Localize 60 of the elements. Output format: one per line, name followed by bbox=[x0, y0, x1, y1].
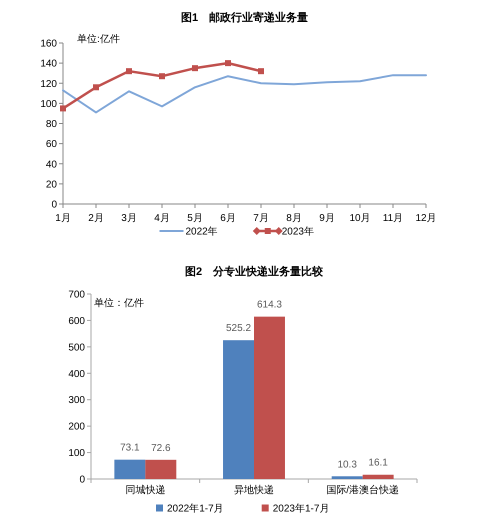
x-tick-label: 12月 bbox=[415, 213, 437, 224]
y-tick-label: 200 bbox=[68, 422, 86, 433]
data-label: 73.1 bbox=[120, 442, 140, 454]
x-tick-label: 3月 bbox=[121, 213, 137, 224]
x-tick-label: 同城快递 bbox=[125, 484, 166, 496]
bar bbox=[114, 460, 146, 479]
y-tick-label: 40 bbox=[46, 159, 58, 170]
y-tick-label: 0 bbox=[79, 474, 86, 486]
point bbox=[225, 60, 231, 66]
data-label: 525.2 bbox=[226, 323, 252, 334]
y-tick-label: 20 bbox=[46, 179, 58, 190]
bar bbox=[145, 460, 176, 479]
bar bbox=[332, 476, 363, 479]
x-tick-label: 1月 bbox=[55, 213, 71, 224]
y-tick-label: 160 bbox=[40, 38, 58, 50]
y-tick-label: 0 bbox=[51, 200, 58, 210]
y-tick-label: 140 bbox=[40, 58, 58, 70]
point bbox=[258, 68, 264, 74]
legend-label: 2023年1-7月 bbox=[272, 502, 330, 514]
x-tick-label: 8月 bbox=[286, 213, 302, 224]
x-tick-label: 5月 bbox=[187, 213, 203, 224]
bar bbox=[254, 316, 285, 479]
x-tick-label: 4月 bbox=[154, 213, 170, 224]
y-tick-label: 300 bbox=[68, 395, 86, 406]
point bbox=[93, 84, 99, 90]
y-tick-label: 400 bbox=[68, 368, 86, 380]
annotation: 单位:亿件 bbox=[77, 33, 120, 45]
y-tick-label: 100 bbox=[40, 98, 58, 110]
x-tick-label: 6月 bbox=[220, 213, 236, 224]
bar bbox=[223, 340, 254, 479]
chart-title: 图2 分专业快递业务量比较 bbox=[184, 265, 324, 278]
legend-label: 2023年 bbox=[282, 226, 314, 238]
y-tick-label: 60 bbox=[46, 139, 58, 150]
y-tick-label: 600 bbox=[68, 316, 86, 327]
line-series bbox=[62, 74, 427, 114]
legend-label: 2022年 bbox=[186, 226, 218, 238]
annotation: 单位：亿件 bbox=[94, 297, 144, 309]
y-tick-label: 700 bbox=[68, 290, 86, 300]
bar bbox=[362, 474, 394, 479]
chart-title: 图1 邮政行业寄递业务量 bbox=[180, 11, 308, 24]
point bbox=[159, 73, 165, 80]
data-label: 614.3 bbox=[256, 300, 282, 311]
data-label: 16.1 bbox=[368, 458, 388, 469]
x-tick-label: 异地快递 bbox=[234, 484, 274, 496]
x-tick-label: 7月 bbox=[253, 213, 269, 224]
y-tick-label: 80 bbox=[46, 119, 58, 130]
point bbox=[126, 68, 132, 74]
x-tick-label: 10月 bbox=[349, 213, 371, 224]
y-tick-label: 500 bbox=[68, 342, 86, 354]
x-tick-label: 2月 bbox=[88, 213, 104, 224]
x-tick-label: 11月 bbox=[382, 213, 404, 224]
x-tick-label: 9月 bbox=[319, 213, 335, 224]
y-tick-label: 120 bbox=[40, 78, 58, 90]
point bbox=[192, 65, 198, 72]
x-tick-label: 国际/港澳台快递 bbox=[326, 484, 400, 496]
data-label: 10.3 bbox=[337, 459, 358, 470]
point bbox=[60, 105, 66, 112]
legend-label: 2022年1-7月 bbox=[167, 502, 224, 514]
data-label: 72.6 bbox=[151, 442, 171, 454]
y-tick-label: 100 bbox=[68, 448, 86, 460]
